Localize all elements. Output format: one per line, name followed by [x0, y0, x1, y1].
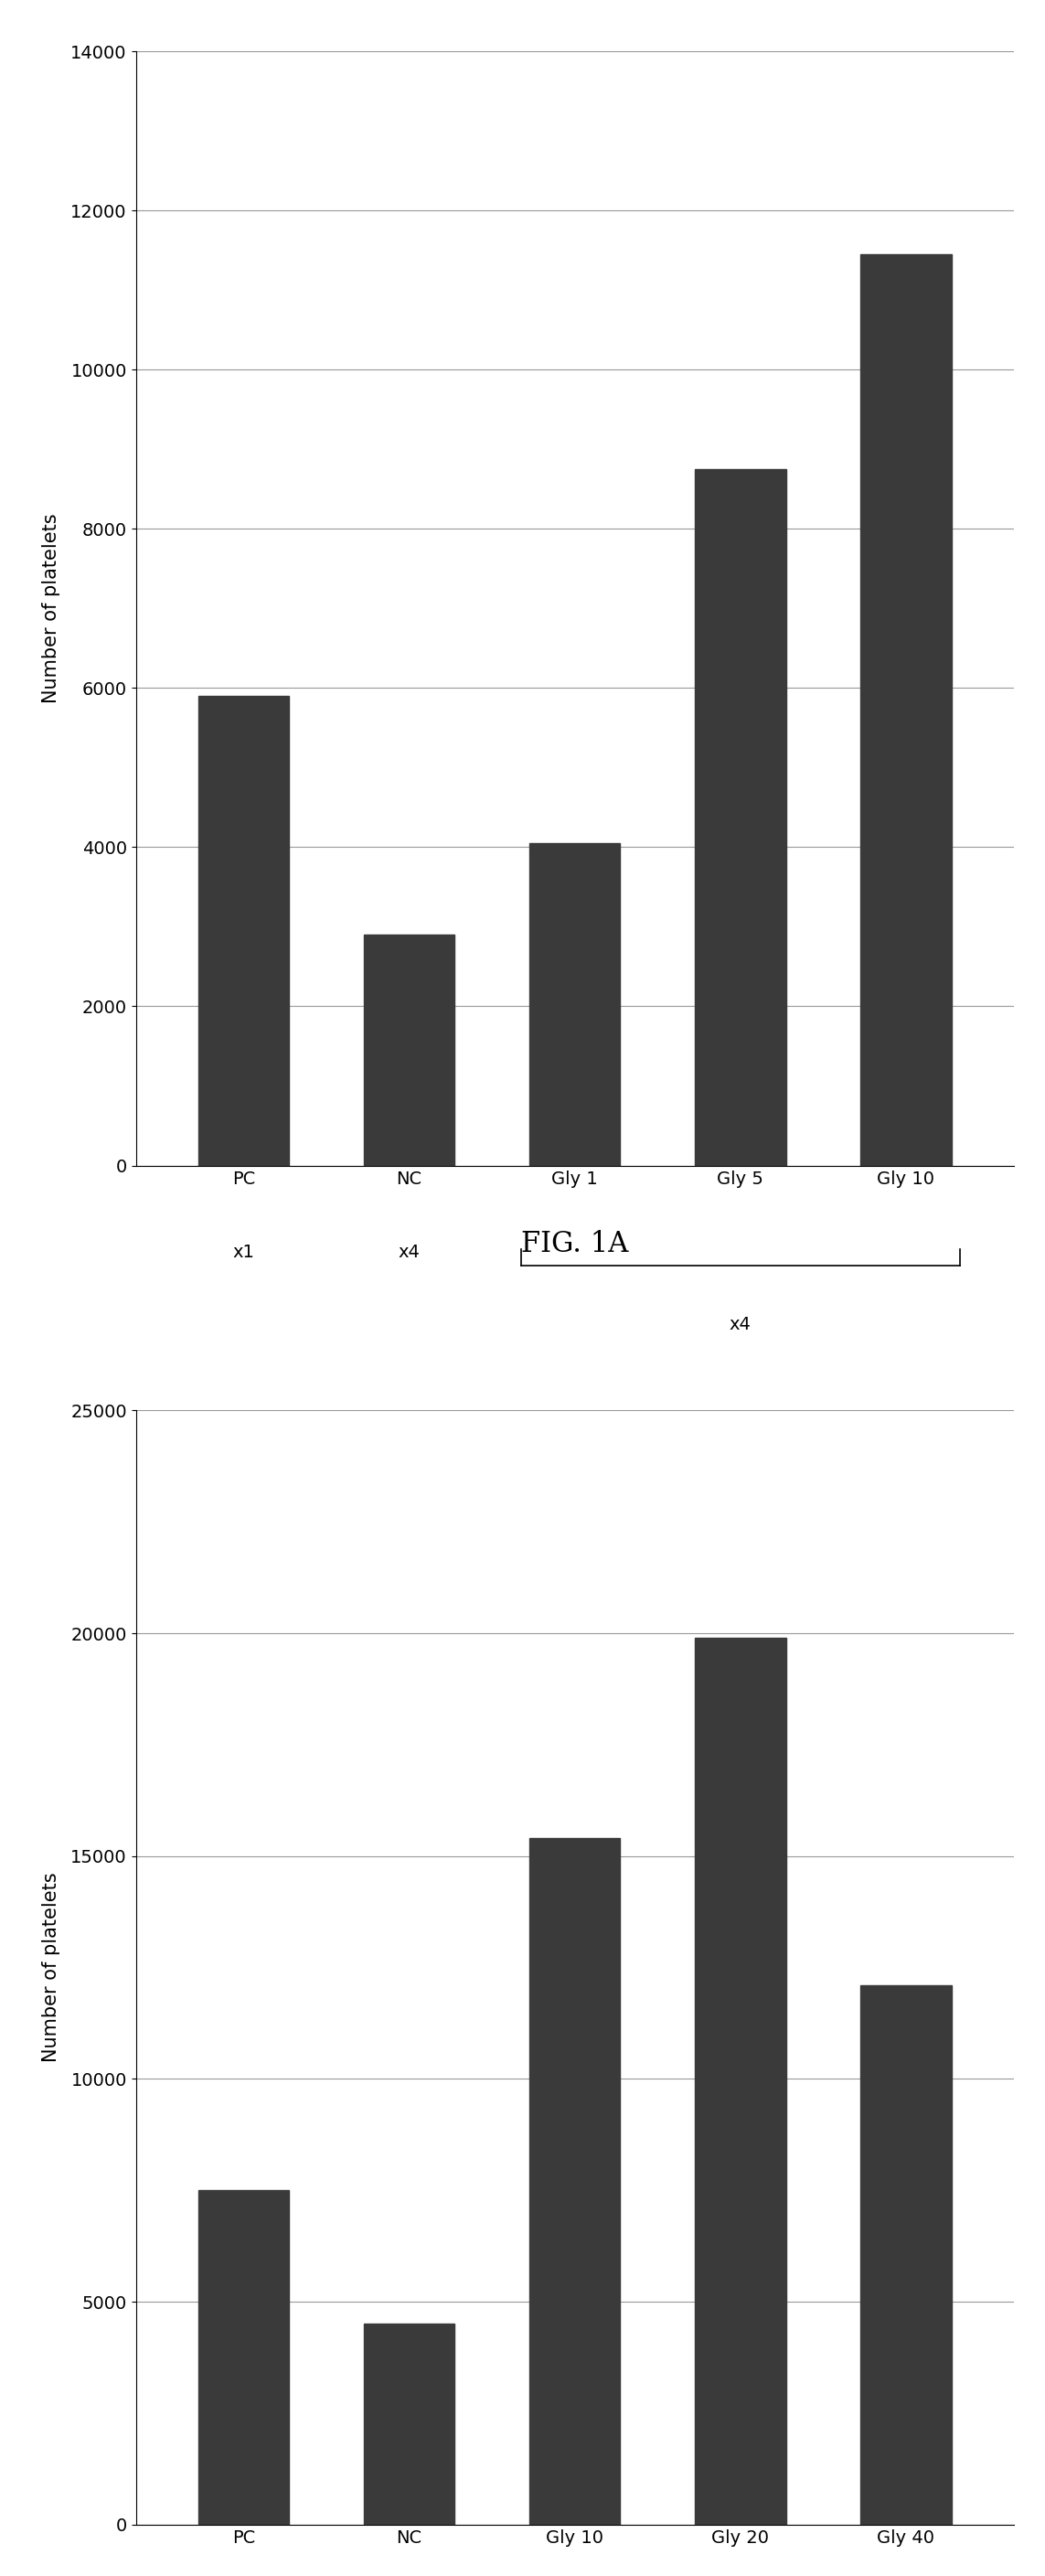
Text: x4: x4	[398, 1244, 420, 1260]
Text: x1: x1	[233, 1244, 254, 1260]
Bar	[860, 1986, 952, 2524]
Bar	[364, 2324, 455, 2524]
Bar	[695, 1638, 786, 2524]
Bar	[198, 2190, 289, 2524]
Bar	[364, 935, 455, 1164]
Text: x4: x4	[729, 1316, 751, 1334]
Bar	[695, 469, 786, 1164]
Bar	[529, 842, 621, 1164]
Y-axis label: Number of platelets: Number of platelets	[42, 513, 61, 703]
Y-axis label: Number of platelets: Number of platelets	[42, 1873, 61, 2063]
Bar	[860, 255, 952, 1164]
Bar	[529, 1839, 621, 2524]
Text: FIG. 1A: FIG. 1A	[521, 1229, 628, 1257]
Bar	[198, 696, 289, 1164]
